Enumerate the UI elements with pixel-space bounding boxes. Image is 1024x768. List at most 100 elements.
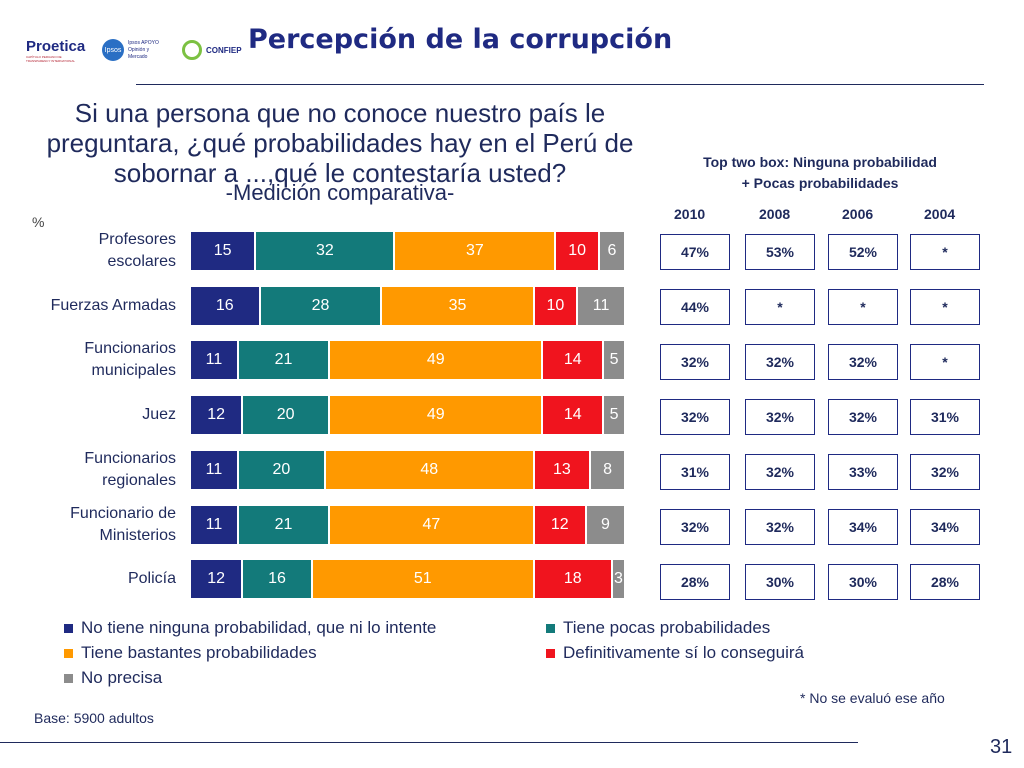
category-label-line: regionales: [102, 471, 176, 489]
year-header: 2010: [674, 206, 706, 222]
footer-rule: [0, 742, 858, 743]
top-two-box-cell: 30%: [828, 564, 898, 600]
data-label: 16: [268, 570, 286, 588]
unit-label: %: [32, 214, 45, 230]
bar-segment: 11: [578, 286, 626, 325]
legend-item: Tiene pocas probabilidades: [546, 618, 770, 638]
bar-segment: 12: [191, 560, 244, 599]
bar-segment: 14: [543, 341, 605, 380]
top-two-box-cell: 32%: [745, 509, 815, 545]
data-label: 16: [215, 296, 234, 314]
data-label: 48: [420, 460, 439, 478]
year-header: 2004: [924, 206, 956, 222]
top-two-box-cell: 44%: [660, 289, 730, 325]
category-label-line: Ministerios: [99, 526, 176, 544]
data-label: 20: [272, 460, 291, 478]
data-label: 11: [205, 460, 223, 478]
top-two-box-cell: 32%: [745, 399, 815, 435]
page-title: Percepción de la corrupción: [248, 24, 673, 55]
top-two-box-cell: 31%: [660, 454, 730, 490]
bar-segment: 20: [243, 396, 331, 435]
proetica-logo: Proetica CAPÍTULO PERUANO DE TRANSPARENC…: [26, 37, 86, 63]
data-label: 18: [563, 570, 582, 588]
bar-segment: 35: [382, 286, 535, 325]
bar-segment: 5: [604, 396, 626, 435]
bar-segment: 14: [543, 396, 605, 435]
bar-segment: 11: [191, 450, 239, 489]
data-label: 6: [607, 242, 617, 259]
top-two-box-cell: 53%: [745, 234, 815, 270]
top-two-box-cell: 32%: [828, 399, 898, 435]
top-two-box-cell: 32%: [910, 454, 980, 490]
top-two-box-cell: 32%: [660, 399, 730, 435]
bar-segment: 13: [534, 450, 592, 489]
data-label: 9: [600, 515, 610, 533]
legend-label: Tiene bastantes probabilidades: [81, 643, 317, 662]
legend-item: Definitivamente sí lo conseguirá: [546, 643, 804, 663]
top-two-box-cell: 32%: [660, 509, 730, 545]
bar-segment: 16: [191, 286, 261, 325]
legend-item: No precisa: [64, 668, 162, 688]
year-header: 2006: [842, 206, 874, 222]
bar-segment: 18: [534, 560, 613, 599]
data-label: 10: [546, 296, 565, 314]
bar-segment: 32: [256, 232, 396, 270]
category-label-line: Policía: [127, 570, 176, 588]
data-label: 14: [563, 351, 582, 369]
category-label-line: municipales: [91, 362, 176, 380]
data-label: 21: [274, 515, 293, 533]
data-label: 8: [603, 460, 613, 478]
data-label: 49: [426, 351, 445, 369]
category-label: Funcionario de Ministerios: [0, 503, 176, 547]
top-two-box-title-line-1: Top two box: Ninguna probabilidad: [703, 154, 937, 170]
bar-segment: 9: [586, 505, 626, 544]
category-label-line: Funcionarios: [84, 340, 176, 358]
category-label: Juez: [0, 404, 176, 426]
category-label-line: Fuerzas Armadas: [50, 296, 176, 314]
data-label: 51: [413, 570, 432, 588]
category-label: Policía: [0, 568, 176, 590]
category-label-line: Profesores: [98, 231, 176, 248]
category-label-line: escolares: [107, 253, 176, 270]
data-label: 11: [592, 296, 610, 314]
data-label: 28: [311, 296, 330, 314]
top-two-box-cell: 34%: [910, 509, 980, 545]
data-label: 13: [553, 460, 571, 478]
top-two-box-cell: *: [745, 289, 815, 325]
legend-swatch: [546, 648, 555, 658]
chart-title: Si una persona que no conoce nuestro paí…: [46, 98, 634, 188]
legend-label: No tiene ninguna probabilidad, que ni lo…: [81, 618, 437, 637]
bar-segment: 28: [260, 286, 383, 325]
data-label: 10: [568, 242, 587, 259]
bar-segment: 21: [238, 505, 331, 544]
bar-segment: 11: [191, 505, 239, 544]
data-label: 5: [609, 351, 619, 369]
data-label: 21: [274, 351, 293, 369]
top-two-box-cell: 32%: [660, 344, 730, 380]
legend-label: No precisa: [81, 668, 163, 687]
legend-item: Tiene bastantes probabilidades: [64, 643, 317, 663]
top-two-box-cell: 52%: [828, 234, 898, 270]
bar-segment: 10: [556, 232, 600, 270]
data-label: 20: [276, 406, 295, 424]
data-label: 15: [213, 242, 232, 259]
bar-segment: 6: [599, 232, 626, 270]
ipsos-logo: Ipsos Ipsos APOYO Opinión y Mercado: [102, 30, 168, 70]
top-two-box-cell: 33%: [828, 454, 898, 490]
data-label: 5: [609, 406, 619, 424]
category-label: Profesores escolares: [0, 229, 176, 273]
footnote: * No se evaluó ese año: [800, 690, 945, 706]
bar-segment: 3: [612, 560, 626, 599]
data-label: 35: [448, 296, 467, 314]
bar-segment: 21: [238, 341, 331, 380]
legend-swatch: [64, 623, 73, 633]
top-two-box-cell: 31%: [910, 399, 980, 435]
top-two-box-cell: *: [910, 344, 980, 380]
header-rule: [136, 84, 984, 85]
bar-segment: 12: [534, 505, 587, 544]
data-label: 32: [315, 242, 334, 259]
confiep-logo: CONFIEP: [182, 30, 242, 70]
data-label: 47: [422, 515, 441, 533]
legend-label: Definitivamente sí lo conseguirá: [563, 643, 804, 662]
data-label: 11: [205, 351, 223, 369]
